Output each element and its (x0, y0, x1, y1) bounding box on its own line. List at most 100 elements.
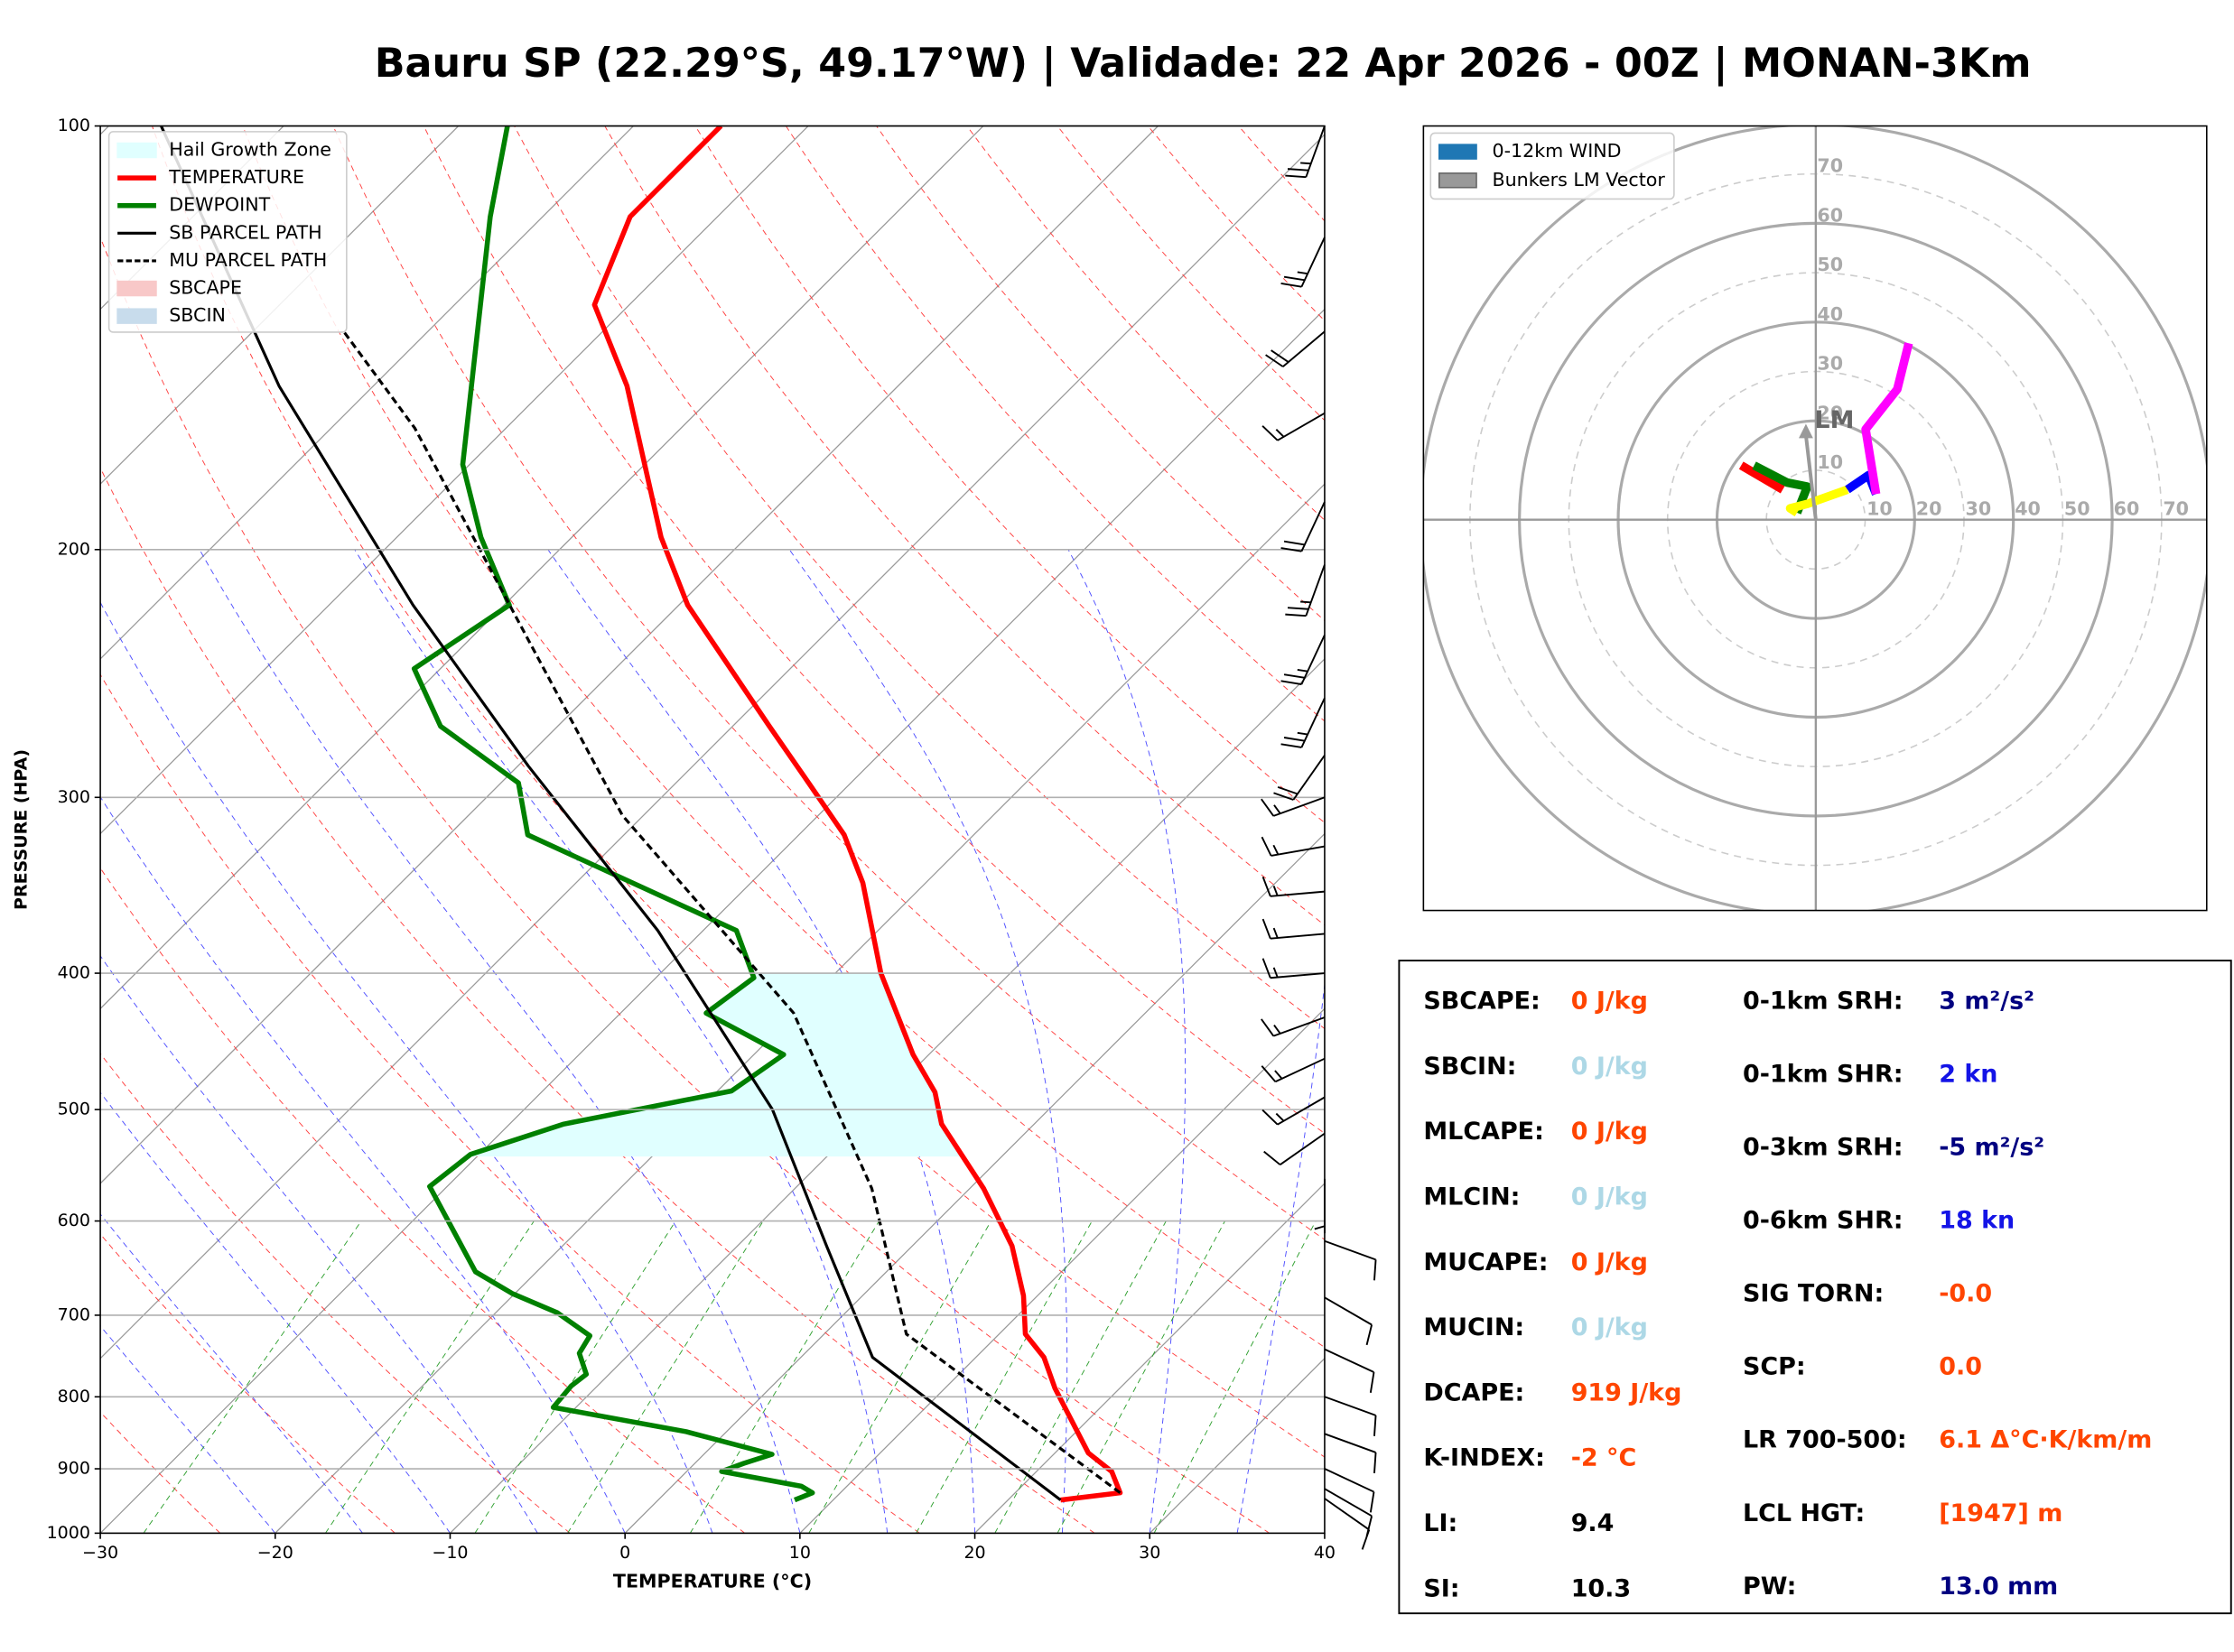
ring-label: 50 (2064, 498, 2090, 520)
isotherm (1149, 1357, 1325, 1534)
mixing-ratio-line (474, 1220, 676, 1534)
index-value: 0 J/kg (1571, 1118, 1648, 1146)
wind-barb (1261, 412, 1326, 441)
index-label: SCP: (1743, 1353, 1806, 1381)
wind-barb (1261, 918, 1326, 940)
index-label: SI: (1423, 1574, 1459, 1602)
wind-barb (1261, 1096, 1326, 1126)
y-tick-label: 800 (58, 1387, 90, 1406)
isotherm (1674, 126, 2234, 1534)
index-value: 13.0 mm (1939, 1573, 2058, 1601)
dry-adiabat (1147, 125, 1325, 321)
wind-barb (1261, 958, 1326, 979)
dry-adiabat (332, 125, 1325, 1240)
wind-barb (1261, 1057, 1326, 1083)
legend: Hail Growth Zone TEMPERATURE DEWPOINT SB PA… (107, 131, 348, 333)
index-label: MLCIN: (1423, 1183, 1520, 1211)
bunkers-vector (1803, 434, 1818, 520)
index-value: 2 kn (1939, 1061, 1997, 1089)
wind-barb (1261, 836, 1326, 857)
wind-barb (1261, 796, 1326, 817)
y-tick-label: 500 (58, 1100, 90, 1119)
y-tick-label: 400 (58, 963, 90, 983)
index-value: -5 m²/s² (1939, 1134, 2044, 1162)
mixing-ratio-line (324, 1220, 535, 1534)
hodograph-plot (1423, 125, 2207, 911)
moist-adiabat (100, 1325, 276, 1534)
dry-adiabat (100, 467, 1095, 1534)
legend-label: SBCAPE (169, 277, 242, 299)
legend-patch (116, 308, 157, 324)
hodograph-trace (1738, 461, 1785, 494)
isotherm (974, 1183, 1325, 1534)
dry-adiabat (100, 867, 746, 1534)
mixing-ratio-line (689, 1220, 880, 1534)
hodograph-frame (1422, 125, 2208, 912)
dry-adiabat (100, 1411, 221, 1534)
legend-patch (116, 280, 157, 297)
ring-label: 20 (1916, 498, 1942, 520)
index-value: 10.3 (1571, 1574, 1631, 1602)
dry-adiabat (604, 125, 1325, 926)
y-tick-label: 100 (58, 116, 90, 135)
isotherm (100, 125, 460, 486)
indices-box (1398, 960, 2232, 1615)
index-label: SIG TORN: (1743, 1280, 1884, 1308)
x-tick-label: −10 (432, 1543, 468, 1563)
moist-adiabat (100, 955, 538, 1534)
index-label: MUCAPE: (1423, 1248, 1548, 1276)
wind-barb (1324, 1239, 1377, 1281)
ring-label: 70 (2163, 498, 2189, 520)
ring-label: 40 (2015, 498, 2041, 520)
moist-adiabat (1067, 549, 1187, 1534)
x-axis-label: TEMPERATURE (°C) (613, 1570, 812, 1592)
isotherm (100, 134, 1325, 1360)
y-axis-label: PRESSURE (HPA) (11, 749, 31, 910)
index-value: 0 J/kg (1571, 1183, 1648, 1211)
x-tick-label: 40 (1314, 1543, 1336, 1563)
isotherm (100, 125, 809, 835)
legend-patch (1438, 144, 1477, 160)
ring-label: 30 (1966, 498, 1992, 520)
plot-frame (99, 125, 1326, 1535)
profile-line (591, 125, 1123, 1503)
moist-adiabat (100, 795, 626, 1534)
wind-barb (1280, 697, 1326, 748)
dry-adiabat (100, 236, 1271, 1534)
index-value: 3 m²/s² (1939, 988, 2034, 1016)
moist-adiabat (100, 601, 713, 1534)
index-label: 0-3km SRH: (1743, 1134, 1903, 1162)
index-value: 0 J/kg (1571, 988, 1648, 1016)
legend-patch (1438, 172, 1477, 189)
wind-barb (1324, 1396, 1377, 1436)
profile-line (342, 330, 1122, 1494)
legend-label: DEWPOINT (169, 194, 270, 216)
ring-label: 60 (2114, 498, 2140, 520)
x-tick-label: 30 (1139, 1543, 1160, 1563)
x-tick-label: 10 (789, 1543, 811, 1563)
wind-barb (1273, 755, 1326, 801)
wind-barb (1324, 1433, 1377, 1474)
wind-barb (1324, 1296, 1373, 1346)
mixing-ratio-line (143, 1220, 362, 1534)
index-value: 18 kn (1939, 1207, 2015, 1235)
ring-label: 60 (1817, 204, 1843, 226)
legend-patch (116, 142, 157, 159)
dry-adiabat (876, 125, 1325, 622)
dry-adiabat (694, 125, 1325, 823)
moist-adiabat (100, 1213, 363, 1534)
x-tick-label: −30 (82, 1543, 118, 1563)
index-value: 919 J/kg (1571, 1378, 1682, 1406)
dry-adiabat (242, 125, 1325, 1349)
ring-label: 10 (1866, 498, 1893, 520)
dry-adiabat (423, 125, 1325, 1135)
legend-label: 0-12km WIND (1492, 140, 1621, 162)
isotherm (100, 125, 634, 660)
y-tick-label: 200 (58, 539, 90, 559)
dry-adiabat (152, 125, 1325, 1458)
wind-barb (1324, 1468, 1375, 1513)
x-tick-label: 20 (963, 1543, 985, 1563)
index-label: LR 700-500: (1743, 1426, 1907, 1454)
ring-label: 40 (1817, 303, 1843, 325)
